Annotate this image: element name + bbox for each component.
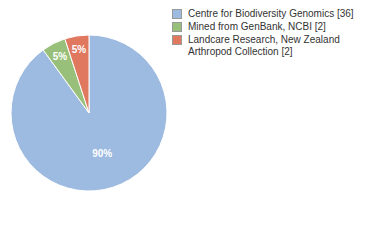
html-text:Centre for Biodiversity Genomi: Centre for Biodiversity Genomics [36] — [188, 8, 354, 19]
svg-text:90%: 90% — [92, 148, 112, 159]
html-text:Landcare Research, New Zealand: Landcare Research, New Zealand Arthropod… — [188, 34, 340, 57]
html-text:Mined from GenBank, NCBI [2]: Mined from GenBank, NCBI [2] — [188, 21, 326, 32]
svg-text:5%: 5% — [53, 51, 68, 62]
svg-text:5%: 5% — [72, 44, 87, 55]
